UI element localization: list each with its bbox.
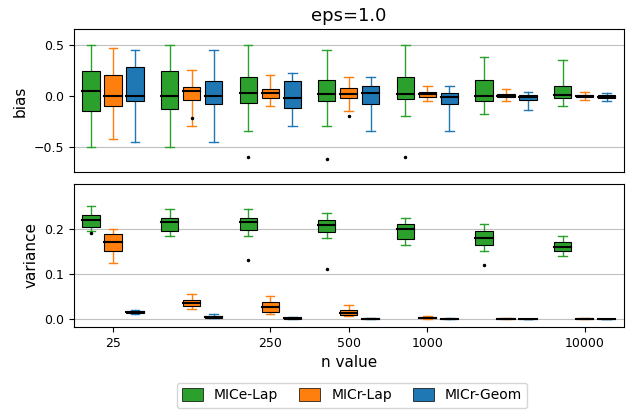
Bar	[441, 93, 458, 104]
Bar	[284, 81, 301, 108]
Bar	[262, 88, 279, 98]
Bar	[476, 231, 493, 245]
Bar	[362, 85, 380, 104]
X-axis label: n value: n value	[321, 355, 377, 370]
Bar	[161, 217, 178, 231]
Bar	[262, 302, 279, 312]
Bar	[340, 88, 358, 98]
Bar	[126, 310, 143, 313]
Bar	[83, 215, 100, 227]
Y-axis label: bias: bias	[13, 85, 28, 116]
Bar	[239, 78, 257, 103]
Bar	[126, 67, 143, 101]
Bar	[340, 310, 358, 315]
Title: eps=1.0: eps=1.0	[311, 7, 387, 25]
Bar	[397, 78, 414, 99]
Bar	[104, 234, 122, 251]
Bar	[419, 92, 436, 97]
Bar	[397, 224, 414, 239]
Legend: MICe-Lap, MICr-Lap, MICr-Geom: MICe-Lap, MICr-Lap, MICr-Geom	[177, 383, 527, 408]
Bar	[520, 95, 537, 100]
Bar	[83, 71, 100, 111]
Bar	[362, 318, 380, 319]
Bar	[554, 242, 572, 251]
Bar	[554, 85, 572, 98]
Bar	[576, 318, 593, 319]
Bar	[205, 81, 222, 104]
Bar	[576, 95, 593, 97]
Y-axis label: variance: variance	[23, 222, 38, 288]
Bar	[239, 217, 257, 230]
Bar	[497, 94, 515, 97]
Bar	[476, 80, 493, 101]
Bar	[419, 317, 436, 318]
Bar	[161, 71, 178, 109]
Bar	[497, 318, 515, 319]
Bar	[183, 87, 200, 100]
Bar	[318, 80, 335, 101]
Bar	[104, 75, 122, 106]
Bar	[318, 220, 335, 233]
Bar	[284, 318, 301, 319]
Bar	[183, 300, 200, 306]
Bar	[205, 316, 222, 318]
Bar	[598, 95, 615, 98]
